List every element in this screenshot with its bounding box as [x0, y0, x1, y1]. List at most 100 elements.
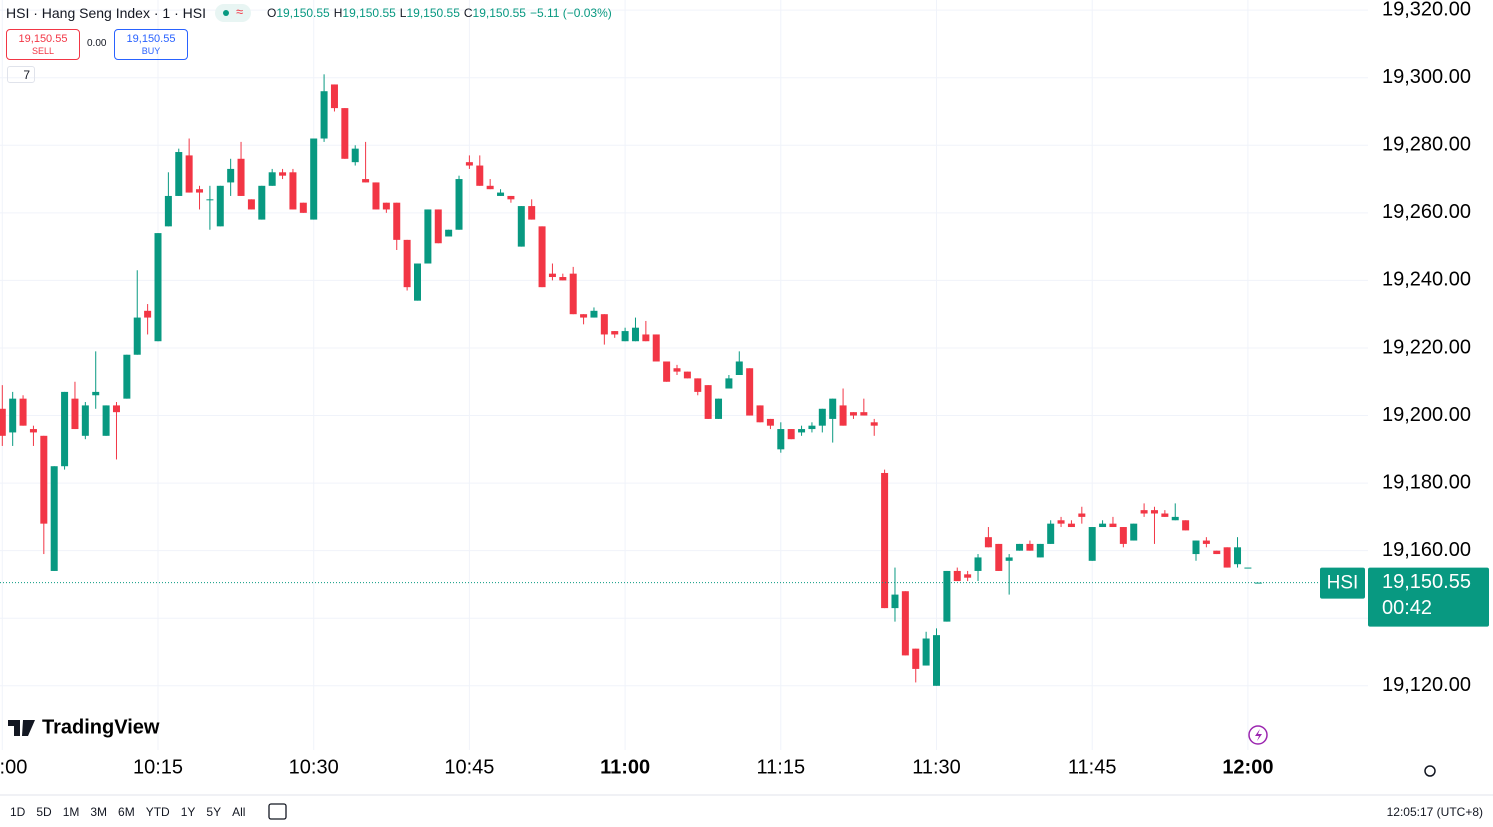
- buy-button[interactable]: 19,150.55 BUY: [114, 29, 188, 60]
- sell-button[interactable]: 19,150.55 SELL: [6, 29, 80, 60]
- candle-body: [185, 155, 193, 193]
- settings-icon[interactable]: [1424, 765, 1436, 777]
- candle-body: [538, 226, 546, 288]
- price-axis: [1368, 0, 1493, 752]
- market-status[interactable]: ≈: [215, 4, 251, 22]
- candle-body: [81, 405, 89, 436]
- candle-body: [486, 185, 494, 190]
- candle-body: [984, 537, 992, 548]
- buy-price: 19,150.55: [126, 33, 176, 45]
- candle-body: [92, 391, 100, 396]
- indicators-count: 7: [23, 68, 30, 82]
- candle-body: [61, 391, 69, 467]
- candle-body: [330, 84, 338, 109]
- candle-body: [663, 361, 671, 382]
- candle-body: [1150, 510, 1158, 514]
- spread: 0.00: [87, 38, 107, 49]
- y-tick-label: 19,240.00: [1382, 269, 1471, 291]
- range-button[interactable]: 5D: [36, 805, 52, 819]
- candle-body: [777, 429, 785, 450]
- candle-body: [839, 405, 847, 426]
- candle-body: [382, 202, 390, 210]
- candle-body: [1254, 582, 1262, 584]
- candle-body: [995, 543, 1003, 571]
- candle-body: [497, 192, 505, 196]
- range-button[interactable]: 3M: [90, 805, 108, 819]
- candle-body: [870, 422, 878, 426]
- candle-body: [1192, 540, 1200, 555]
- x-tick-label: 10:45: [444, 756, 494, 778]
- x-tick-label: 12:00: [1222, 756, 1273, 778]
- candle-body: [829, 398, 837, 419]
- candle-body: [414, 263, 421, 301]
- ohlc-change: −5.11 (−0.03%): [529, 6, 612, 20]
- x-tick-label: 10:15: [133, 756, 183, 778]
- ohlc-value: 19,150.55: [342, 6, 396, 20]
- alert-bolt: [1255, 729, 1262, 741]
- candle-body: [144, 310, 152, 318]
- candle-body: [766, 418, 774, 426]
- candle-body: [559, 277, 567, 281]
- candle-body: [881, 472, 889, 609]
- candle-body: [642, 334, 650, 342]
- y-tick-label: 19,180.00: [1382, 471, 1471, 493]
- candle-body: [943, 570, 951, 622]
- range-button[interactable]: 1M: [62, 805, 80, 819]
- candle-body: [279, 172, 287, 176]
- ohlc-key: L: [399, 6, 407, 20]
- alert-icon[interactable]: [1248, 725, 1268, 745]
- candle-body: [652, 334, 660, 362]
- ohlc-legend: O19,150.55 H19,150.55 L19,150.55 C19,150.55…: [267, 6, 612, 20]
- ohlc-key: H: [333, 6, 343, 20]
- range-button[interactable]: YTD: [145, 805, 170, 819]
- candle-body: [1161, 513, 1169, 517]
- ohlc-key: O: [267, 6, 277, 20]
- candle-body: [393, 202, 401, 240]
- candle-body: [1171, 516, 1179, 521]
- candle-body: [1047, 523, 1055, 544]
- candle-body: [164, 195, 172, 227]
- range-button[interactable]: All: [232, 805, 246, 819]
- candle-body: [548, 273, 556, 278]
- status-dot: [223, 10, 229, 16]
- date-range-icon[interactable]: [268, 803, 287, 820]
- candle-body: [922, 638, 930, 666]
- candle-body: [320, 91, 328, 139]
- status-icon: ≈: [236, 4, 244, 19]
- candle-body: [445, 229, 453, 237]
- x-tick-label: 10:30: [289, 756, 339, 778]
- candle-body: [455, 179, 463, 230]
- candle-body: [1223, 547, 1231, 568]
- y-tick-label: 19,260.00: [1382, 201, 1471, 223]
- candle-body: [818, 408, 826, 426]
- candle-body: [175, 152, 183, 196]
- candle-body: [268, 172, 276, 186]
- x-tick-label: 11:45: [1068, 756, 1117, 778]
- candle-body: [50, 466, 58, 571]
- range-button[interactable]: 5Y: [206, 805, 222, 819]
- candle-body: [631, 327, 639, 342]
- candle-body: [237, 158, 245, 196]
- candle-body: [1109, 523, 1117, 528]
- candle-body: [694, 378, 702, 392]
- y-tick-label: 19,300.00: [1382, 66, 1471, 88]
- range-button[interactable]: 1Y: [180, 805, 196, 819]
- indicators-toggle[interactable]: 7: [7, 66, 35, 83]
- y-tick-label: 19,120.00: [1382, 674, 1471, 696]
- x-tick-label: 11:00: [600, 756, 650, 778]
- candle-body: [1244, 567, 1252, 569]
- candle-body: [1078, 513, 1086, 517]
- candle-body: [849, 412, 857, 416]
- candle-body: [590, 310, 598, 318]
- ohlc-key: C: [463, 6, 473, 20]
- countdown: 00:42: [1382, 597, 1432, 619]
- y-tick-label: 19,220.00: [1382, 336, 1471, 358]
- candle-body: [0, 408, 6, 436]
- candle-body: [1140, 510, 1148, 514]
- range-button[interactable]: 6M: [118, 805, 135, 819]
- y-tick-label: 19,160.00: [1382, 539, 1471, 561]
- candle-body: [403, 239, 411, 288]
- range-button[interactable]: 1D: [10, 805, 26, 819]
